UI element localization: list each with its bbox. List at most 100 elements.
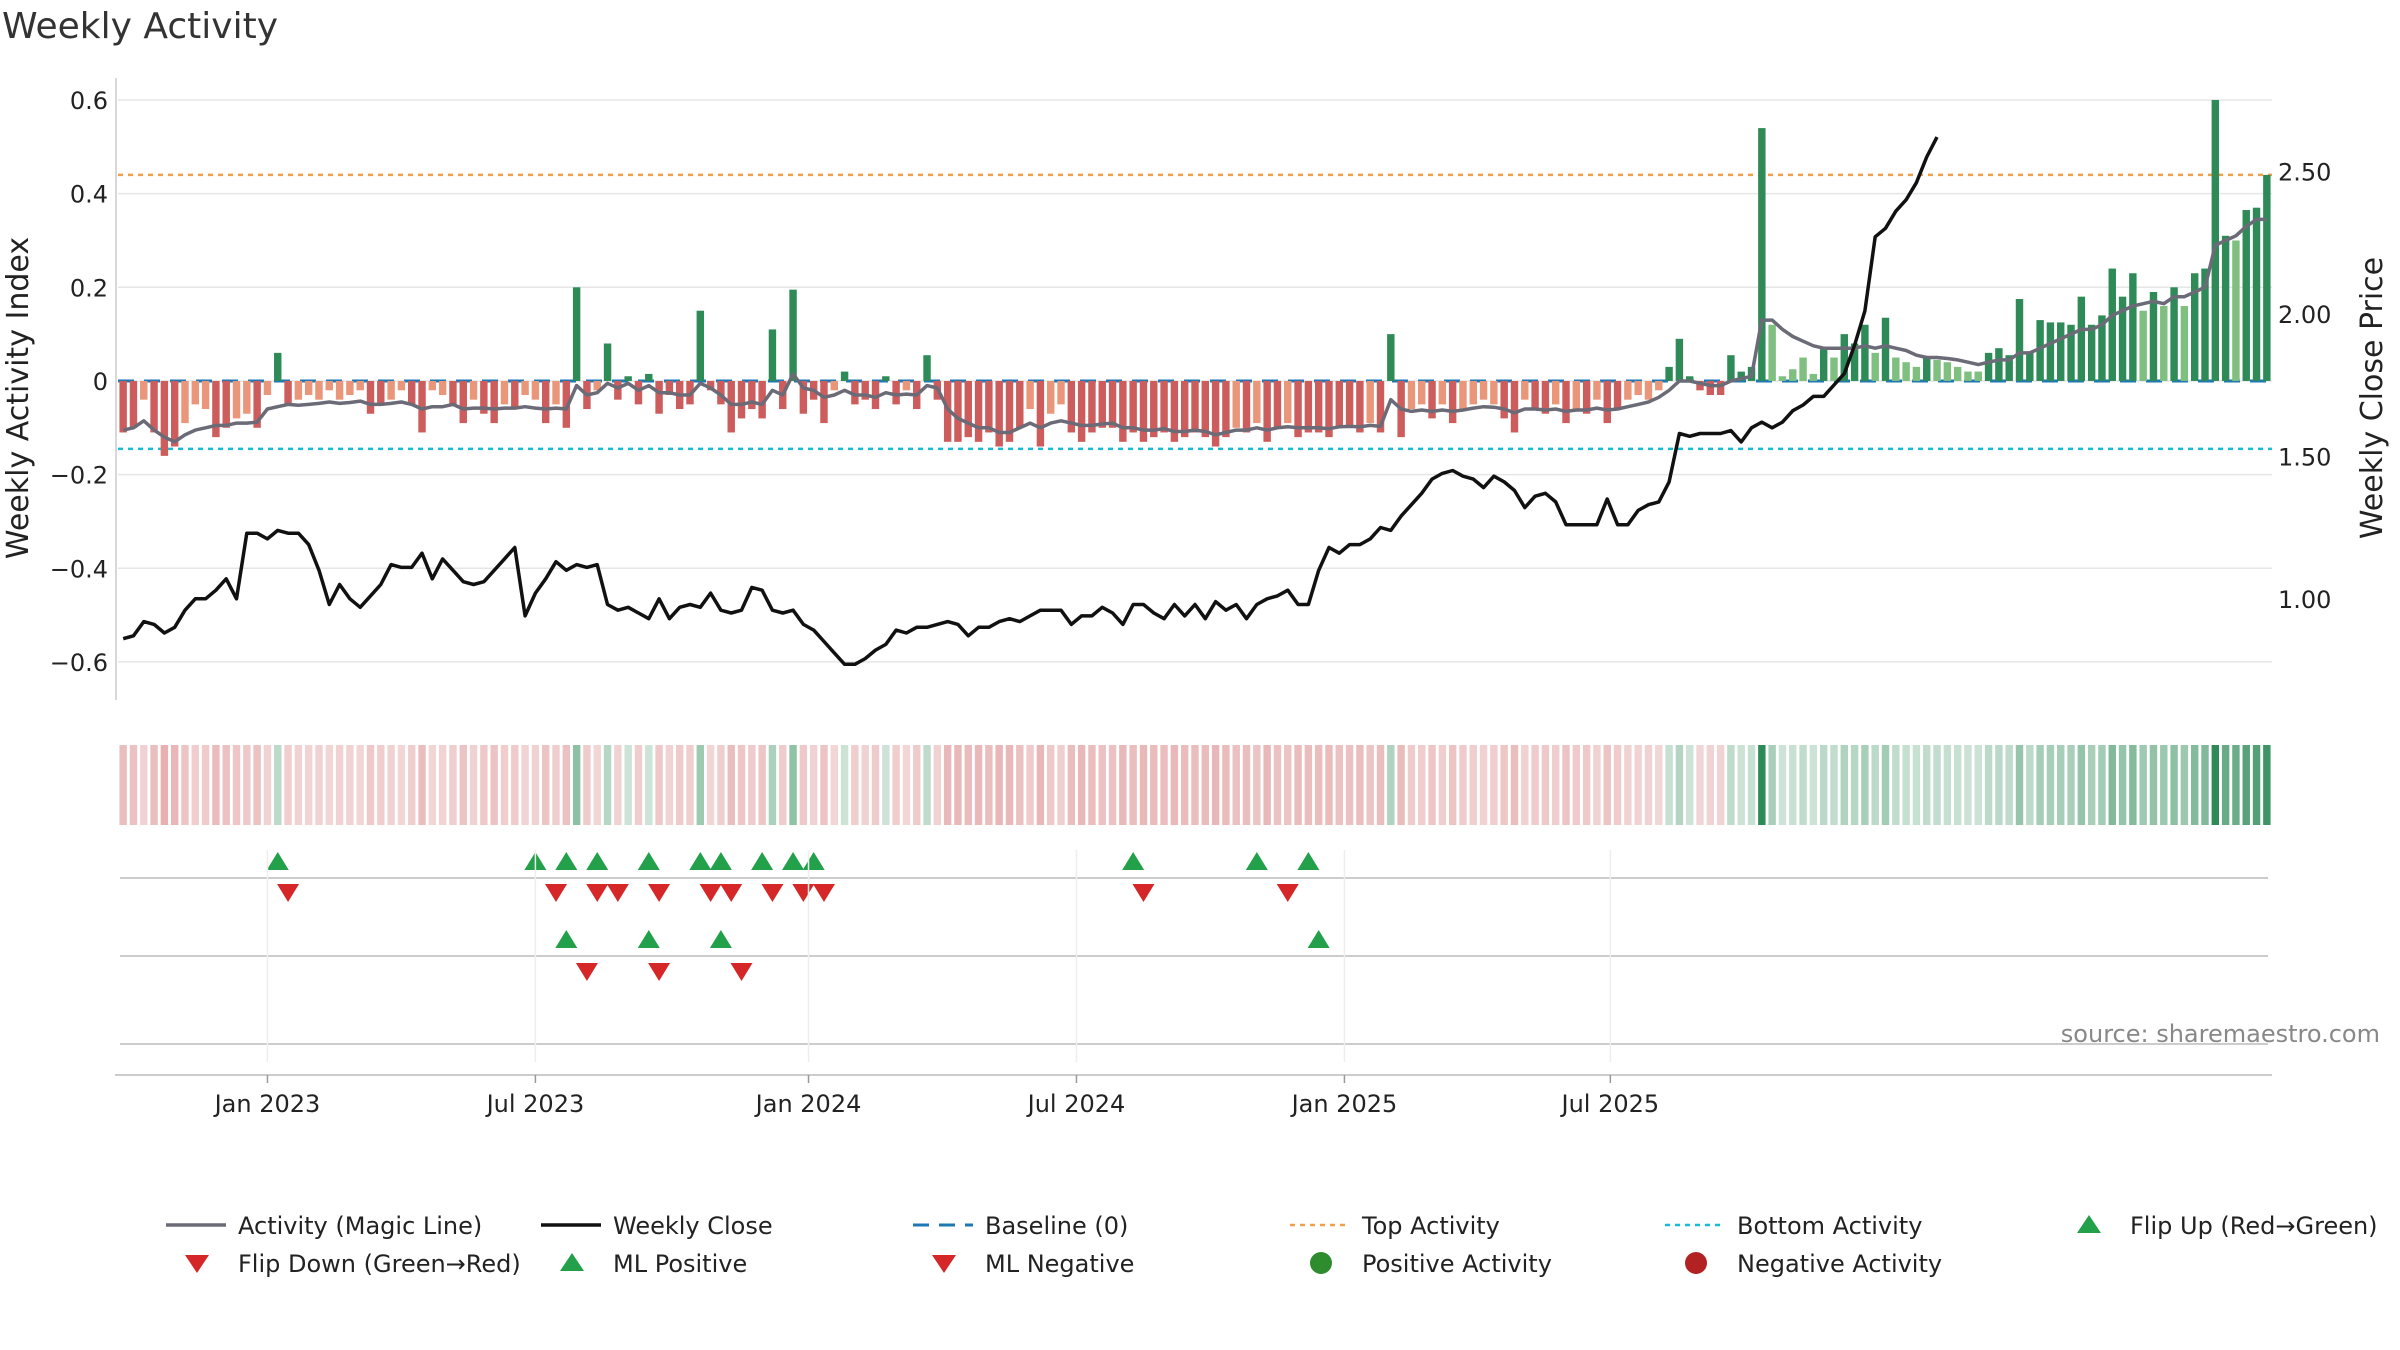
legend-label: Flip Up (Red→Green) <box>2130 1212 2378 1240</box>
heat-cell <box>1521 745 1529 825</box>
activity-bar <box>1892 357 1900 381</box>
heat-cell <box>1943 745 1952 825</box>
activity-bar <box>696 310 705 381</box>
activity-bar <box>2190 273 2199 381</box>
legend-swatch <box>560 1253 584 1271</box>
activity-bar <box>1356 380 1364 433</box>
activity-bar <box>562 380 571 428</box>
ml-negative-marker <box>575 963 598 981</box>
activity-bar <box>1830 357 1838 381</box>
heat-cell <box>861 745 869 825</box>
activity-bar <box>212 380 220 438</box>
activity-bar <box>2087 324 2096 381</box>
x-tick-label: Jan 2024 <box>754 1090 862 1118</box>
heat-cell <box>1510 745 1519 825</box>
activity-bar <box>1778 376 1787 381</box>
heat-cell <box>1500 745 1508 825</box>
heat-cell <box>377 745 385 825</box>
activity-bar <box>1881 317 1890 381</box>
activity-bar <box>1510 380 1519 433</box>
activity-bar <box>2036 320 2044 381</box>
activity-bar <box>356 380 364 391</box>
flip-down-marker <box>606 884 629 902</box>
activity-bar <box>851 380 859 405</box>
heat-cell <box>1345 745 1354 825</box>
heat-cell <box>892 745 900 825</box>
heat-cell <box>1479 745 1488 825</box>
activity-bar <box>1180 380 1189 438</box>
flip-down-marker <box>545 884 568 902</box>
legend-item: Flip Down (Green→Red) <box>185 1250 521 1278</box>
chart-title: Weekly Activity <box>2 6 278 47</box>
activity-bar <box>1077 380 1086 442</box>
activity-bar <box>1861 324 1869 381</box>
activity-bar <box>1448 380 1457 424</box>
activity-bar <box>768 329 777 381</box>
activity-bar <box>1675 338 1684 381</box>
activity-bar <box>1418 380 1426 405</box>
legend-swatch <box>932 1255 956 1273</box>
activity-bar <box>1479 380 1488 400</box>
activity-bar <box>2067 324 2075 381</box>
heat-cell <box>1397 745 1405 825</box>
heat-cell <box>2057 745 2065 825</box>
heat-cell <box>830 745 838 825</box>
activity-bar <box>284 380 292 405</box>
activity-bar <box>490 380 498 424</box>
heat-cell <box>1974 745 1982 825</box>
heat-cell <box>2221 745 2230 825</box>
heat-cell <box>1696 745 1704 825</box>
heat-cell <box>1531 745 1539 825</box>
heat-cell <box>2118 745 2127 825</box>
activity-bar <box>2098 315 2106 381</box>
activity-bar <box>995 380 1003 447</box>
heat-cell <box>655 745 663 825</box>
legend-label: Baseline (0) <box>985 1212 1128 1240</box>
activity-bar <box>1284 380 1292 424</box>
activity-bar <box>1984 352 1993 381</box>
left-tick-label: −0.4 <box>50 555 108 583</box>
activity-bar <box>2160 306 2168 381</box>
activity-bar <box>2211 100 2220 381</box>
activity-bar <box>1253 380 1261 424</box>
heat-cell <box>1902 745 1910 825</box>
activity-bar <box>1933 359 1941 381</box>
legend-label: Flip Down (Green→Red) <box>238 1250 521 1278</box>
activity-bar <box>1706 380 1715 395</box>
activity-bar <box>1294 380 1302 438</box>
heat-cell <box>1469 745 1477 825</box>
activity-bar <box>655 380 663 414</box>
activity-bar <box>1160 380 1168 433</box>
heat-cell <box>1655 745 1663 825</box>
activity-bar <box>1222 380 1230 438</box>
activity-bar <box>1088 380 1096 433</box>
flip-up-marker <box>1122 852 1145 870</box>
heat-cell <box>356 745 364 825</box>
heat-cell <box>531 745 540 825</box>
activity-bar <box>2170 287 2178 381</box>
activity-bar <box>964 380 972 438</box>
legend-swatch <box>1685 1252 1707 1274</box>
activity-bar <box>552 380 560 405</box>
activity-bar <box>2139 310 2147 381</box>
activity-bar <box>335 380 344 400</box>
flip-up-marker <box>555 852 578 870</box>
activity-bar <box>1005 380 1014 442</box>
heat-cell <box>1572 745 1581 825</box>
activity-bar <box>366 380 375 414</box>
activity-bar <box>634 380 643 405</box>
heat-cell <box>1263 745 1271 825</box>
heat-cell <box>1675 745 1684 825</box>
activity-bar <box>665 380 674 395</box>
heat-cell <box>902 745 911 825</box>
heat-cell <box>1428 745 1436 825</box>
heat-cell <box>2067 745 2075 825</box>
activity-bar <box>1521 380 1529 400</box>
activity-bar <box>840 371 849 381</box>
heat-cell <box>1758 745 1766 825</box>
heat-cell <box>511 745 519 825</box>
heat-cell <box>2201 745 2209 825</box>
activity-bar <box>799 380 808 414</box>
activity-bar <box>377 380 385 405</box>
activity-bar <box>1304 380 1313 433</box>
